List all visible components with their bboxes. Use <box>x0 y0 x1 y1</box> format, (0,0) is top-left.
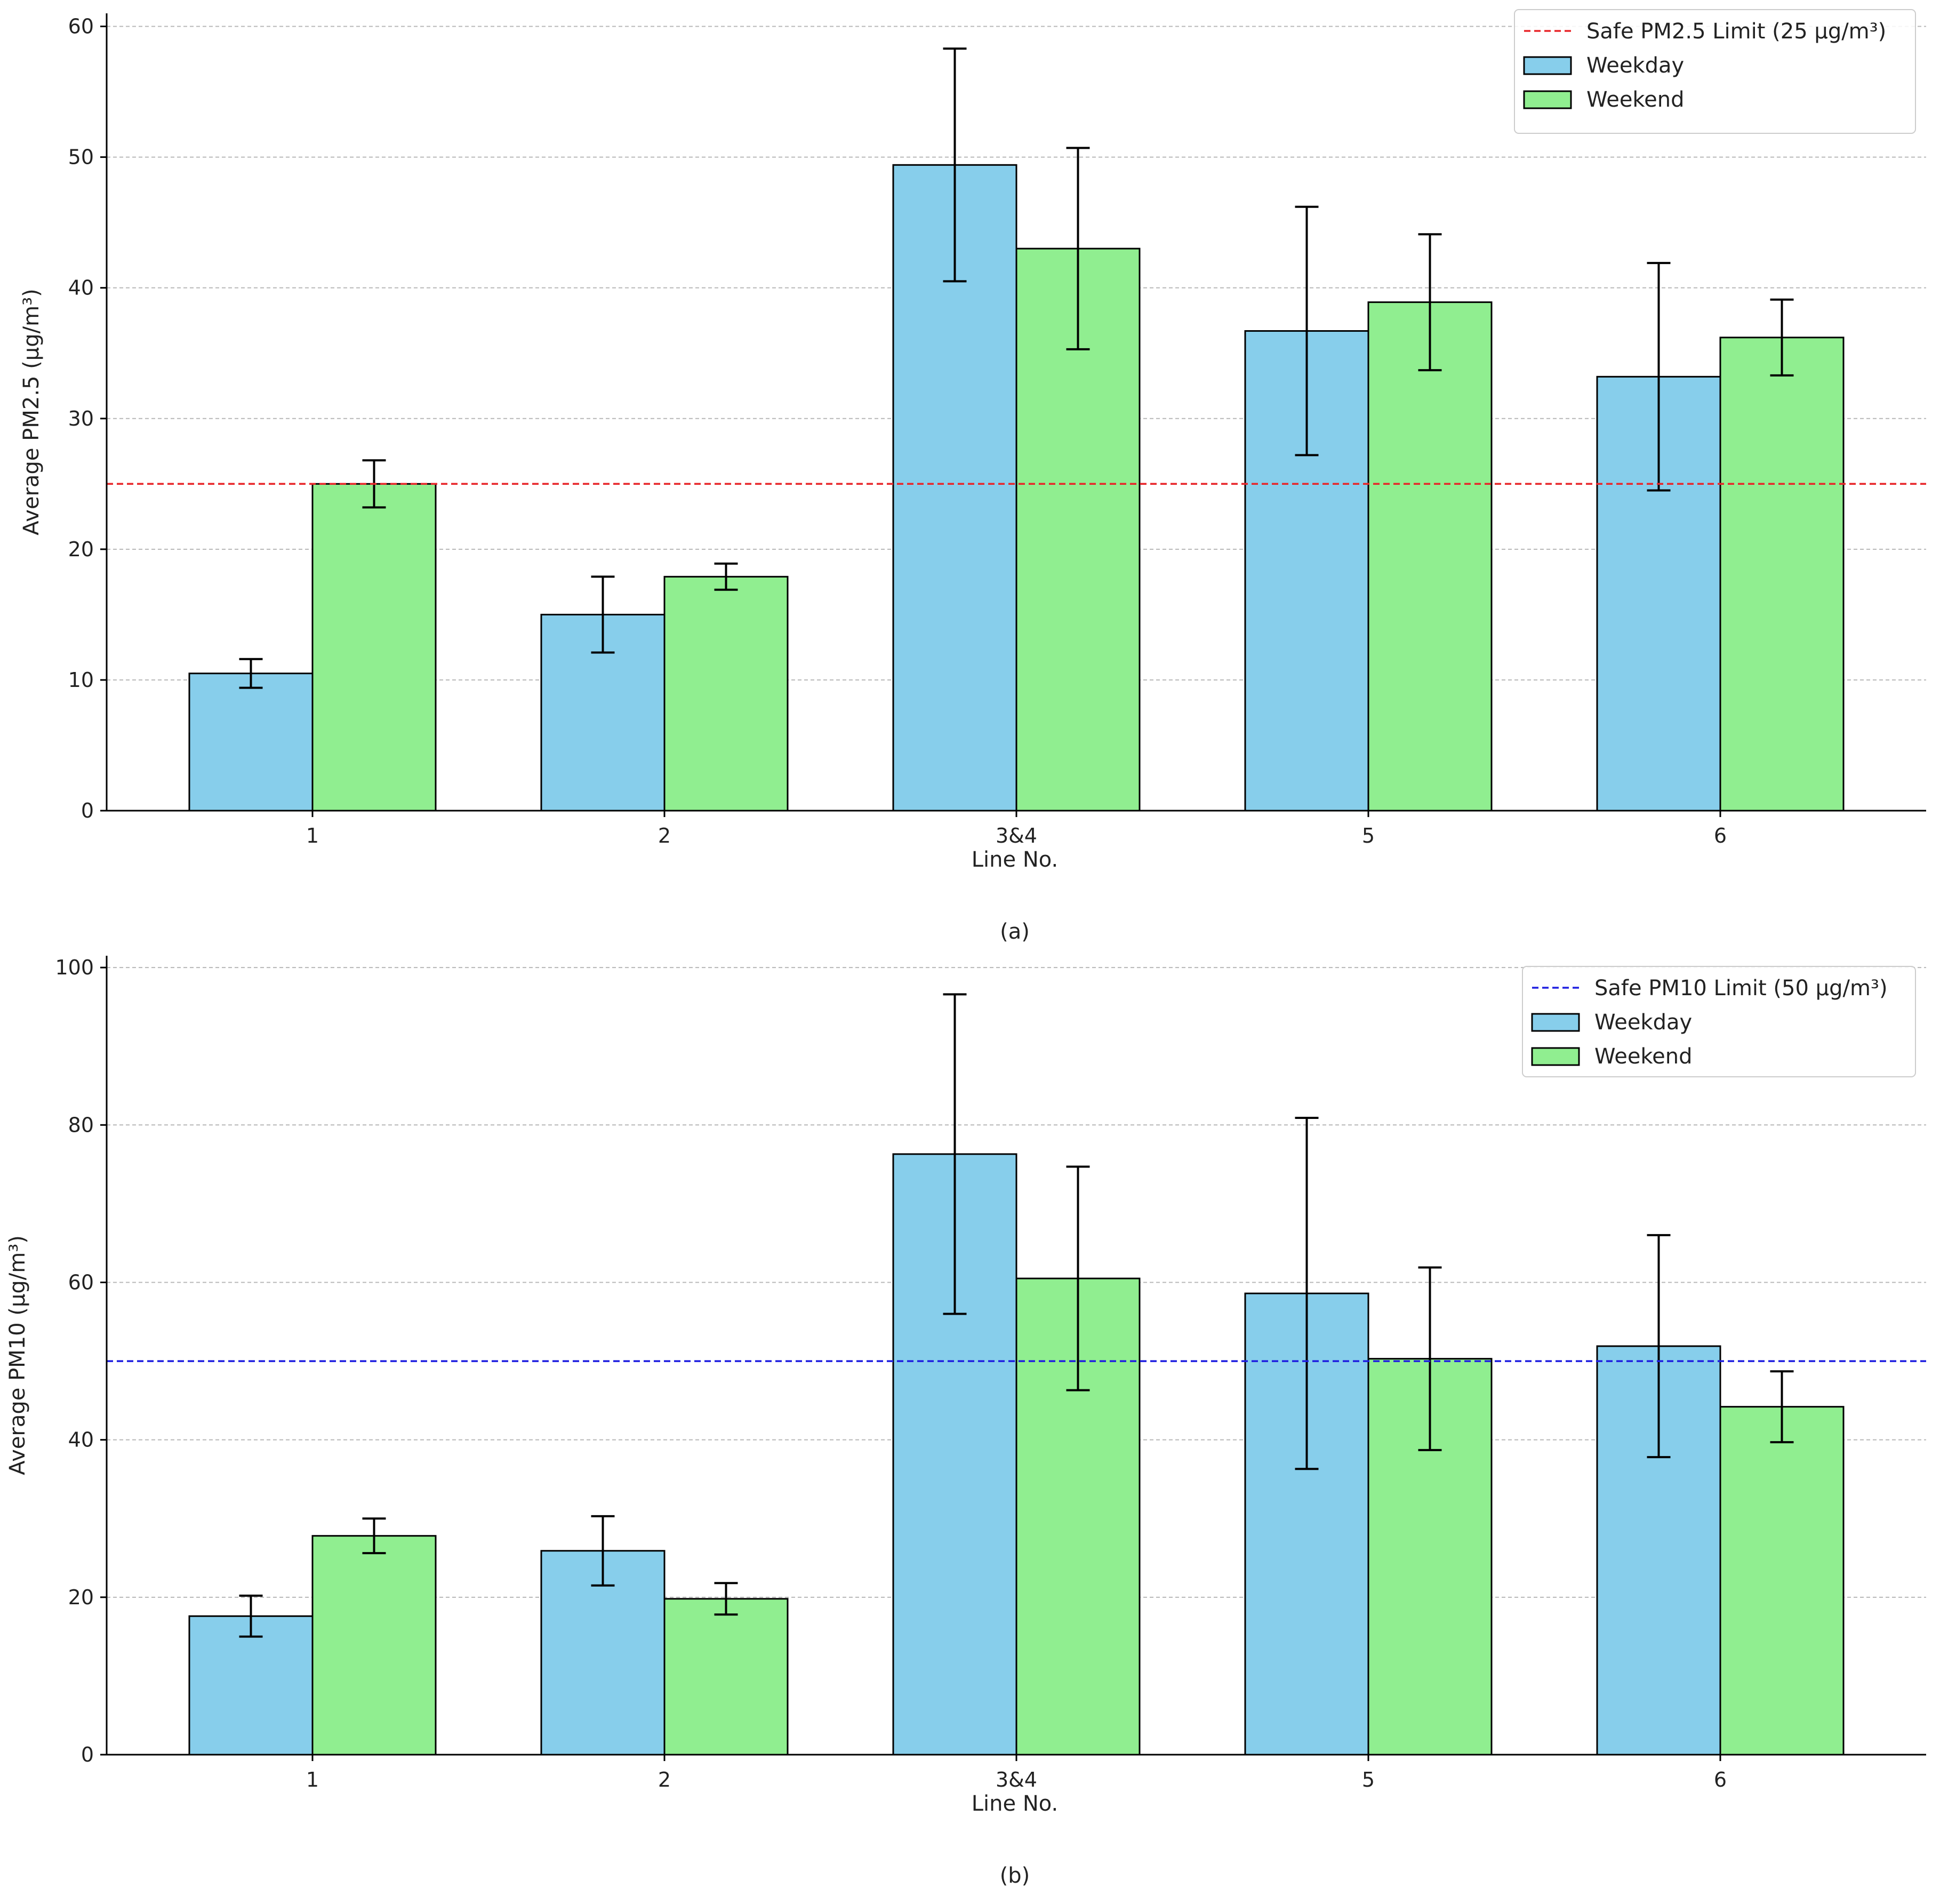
y-tick-label: 0 <box>81 799 94 822</box>
x-tick-label: 2 <box>658 824 671 847</box>
legend-label-limit: Safe PM10 Limit (50 µg/m³) <box>1594 976 1888 1001</box>
bar-weekday-1 <box>188 673 314 812</box>
x-axis-title: Line No. <box>972 1791 1058 1816</box>
x-tick-label: 3&4 <box>996 824 1037 847</box>
y-tick-label: 40 <box>68 276 94 300</box>
legend-swatch-weekend <box>1523 90 1572 109</box>
x-tick-label: 6 <box>1714 1768 1727 1791</box>
bar-weekend-1 <box>311 483 437 812</box>
legend: Safe PM10 Limit (50 µg/m³) Weekday Weekend <box>1522 966 1916 1077</box>
y-tick-label: 60 <box>68 15 94 38</box>
x-tick-label: 6 <box>1714 824 1727 847</box>
chart-panel-b: 0 20 40 60 80 100 1 2 3&4 5 6 Line No. Average PM10 … <box>5 956 1926 1888</box>
y-tick-label: 0 <box>81 1743 94 1766</box>
panel-caption: (a) <box>1000 919 1030 944</box>
y-tick-label: 60 <box>68 1270 94 1294</box>
legend-label-weekday: Weekday <box>1586 53 1684 78</box>
y-tick-label: 20 <box>68 1586 94 1609</box>
legend-swatch-weekday <box>1531 1013 1580 1032</box>
legend-box <box>1522 966 1916 1077</box>
y-tick-label: 30 <box>68 407 94 430</box>
legend-swatch-weekday <box>1523 56 1572 75</box>
legend-label-weekday: Weekday <box>1594 1010 1692 1035</box>
x-tick-label: 5 <box>1362 824 1375 847</box>
y-tick-label: 80 <box>68 1113 94 1137</box>
bar-weekend-6 <box>1719 1406 1845 1756</box>
legend-label-weekend: Weekend <box>1586 87 1685 112</box>
panel-caption: (b) <box>1000 1863 1030 1888</box>
x-tick-label: 3&4 <box>996 1768 1037 1791</box>
bar-weekend-2 <box>663 575 789 812</box>
y-axis-title: Average PM10 (µg/m³) <box>5 1235 30 1475</box>
chart-panel-a: 0 10 20 30 40 50 60 1 2 3&4 5 6 Line No. Average PM2.… <box>19 9 1926 944</box>
y-tick-label: 100 <box>55 956 94 979</box>
x-axis-title: Line No. <box>972 847 1058 872</box>
bar-weekend-6 <box>1719 337 1845 812</box>
legend-label-limit: Safe PM2.5 Limit (25 µg/m³) <box>1586 19 1886 44</box>
bar-weekend-1 <box>311 1535 437 1756</box>
x-tick-label: 2 <box>658 1768 671 1791</box>
y-tick-label: 50 <box>68 146 94 169</box>
x-tick-label: 1 <box>306 824 319 847</box>
y-tick-label: 40 <box>68 1428 94 1452</box>
bar-weekend-5 <box>1367 301 1493 812</box>
y-tick-label: 10 <box>68 668 94 692</box>
x-tick-label: 5 <box>1362 1768 1375 1791</box>
legend-label-weekend: Weekend <box>1594 1044 1693 1069</box>
bar-weekday-1 <box>188 1615 314 1756</box>
y-axis-title: Average PM2.5 (µg/m³) <box>19 289 44 535</box>
x-tick-label: 1 <box>306 1768 319 1791</box>
legend: Safe PM2.5 Limit (25 µg/m³) Weekday Weeken… <box>1514 9 1916 134</box>
bar-weekend-2 <box>663 1598 789 1756</box>
legend-swatch-weekend <box>1531 1047 1580 1066</box>
legend-box <box>1514 9 1916 134</box>
y-tick-label: 20 <box>68 538 94 561</box>
